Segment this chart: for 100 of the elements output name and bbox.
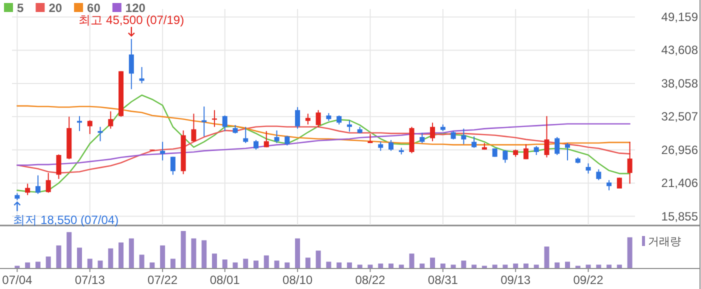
bar xyxy=(118,242,124,268)
candlestick xyxy=(139,66,144,84)
candlestick xyxy=(472,136,477,148)
candlestick xyxy=(35,174,40,194)
bar xyxy=(191,238,196,268)
bar xyxy=(66,232,72,268)
candlestick xyxy=(409,126,414,154)
candlestick xyxy=(430,122,436,142)
bar xyxy=(180,231,186,268)
candlestick xyxy=(56,154,62,180)
bar xyxy=(202,240,207,268)
bar xyxy=(472,264,477,268)
candlestick xyxy=(554,136,560,156)
bar xyxy=(513,264,518,268)
bar xyxy=(461,260,466,268)
bar xyxy=(305,258,310,268)
bar xyxy=(222,259,228,268)
bar xyxy=(139,254,144,268)
candlestick xyxy=(108,110,114,130)
x-tick-label: 07/04 xyxy=(2,273,33,287)
bar xyxy=(502,264,508,268)
candlestick xyxy=(284,135,290,146)
candlestick xyxy=(606,180,612,191)
candlestick xyxy=(596,168,602,181)
candlestick xyxy=(420,132,425,144)
candlestick xyxy=(316,110,321,128)
x-tick-label: 08/22 xyxy=(355,273,386,287)
legend-label: 60 xyxy=(87,1,101,15)
x-tick-label: 08/10 xyxy=(282,273,313,287)
y-tick-label: 21,406 xyxy=(661,176,698,190)
candlestick xyxy=(295,106,300,130)
bar xyxy=(243,258,248,268)
y-tick-label: 32,507 xyxy=(661,110,698,124)
candlestick xyxy=(160,141,166,161)
bar xyxy=(35,262,40,268)
bar xyxy=(586,264,591,268)
legend-label: 120 xyxy=(125,1,146,15)
bar xyxy=(450,264,456,268)
bar xyxy=(25,262,30,268)
bar xyxy=(430,258,436,268)
bar xyxy=(565,262,570,268)
bar xyxy=(98,260,103,268)
candlestick xyxy=(544,116,550,158)
bar xyxy=(264,255,269,268)
candlestick xyxy=(222,115,228,132)
bar xyxy=(606,264,612,268)
candlestick xyxy=(264,130,269,148)
legend-label: 20 xyxy=(48,1,62,15)
candlestick xyxy=(87,120,92,135)
bar xyxy=(616,264,622,268)
bar xyxy=(544,246,550,268)
candlestick xyxy=(98,126,103,142)
bar xyxy=(284,262,290,268)
candlestick xyxy=(502,150,508,164)
bar xyxy=(378,264,384,268)
bar xyxy=(128,238,134,268)
bar xyxy=(295,238,300,268)
candlestick xyxy=(243,126,248,144)
bar xyxy=(150,262,155,268)
candlestick xyxy=(388,140,394,152)
bar xyxy=(346,262,352,268)
candlestick xyxy=(565,142,570,161)
candlestick xyxy=(586,162,591,174)
candlestick xyxy=(25,183,30,196)
candlestick xyxy=(627,141,632,184)
candlestick xyxy=(254,140,259,150)
bar xyxy=(46,256,51,268)
y-tick-label: 43,608 xyxy=(661,43,698,58)
bar xyxy=(108,248,114,268)
bar xyxy=(232,262,238,268)
bar xyxy=(523,264,528,268)
legend-label: 거래량 xyxy=(648,236,681,248)
bar xyxy=(357,264,362,268)
bar xyxy=(492,264,498,268)
y-tick-label: 38,058 xyxy=(661,76,698,90)
bar xyxy=(326,262,332,268)
bar xyxy=(440,264,446,268)
candlestick xyxy=(305,113,310,125)
candlestick xyxy=(346,120,352,132)
candlestick xyxy=(46,172,51,194)
candlestick xyxy=(523,144,528,160)
x-tick-label: 09/22 xyxy=(573,273,604,287)
bar xyxy=(87,258,92,268)
candlestick xyxy=(191,113,196,142)
x-tick-label: 09/13 xyxy=(500,273,531,287)
bar xyxy=(534,264,539,268)
bar xyxy=(56,245,62,268)
x-tick-label: 08/01 xyxy=(210,273,240,287)
bar xyxy=(596,264,602,268)
bar xyxy=(409,254,414,268)
bar xyxy=(336,262,342,268)
candlestick xyxy=(461,128,466,145)
bar xyxy=(170,258,176,268)
y-tick-label: 15,855 xyxy=(661,209,698,224)
bar xyxy=(388,264,394,268)
bar xyxy=(254,260,259,268)
bar xyxy=(160,245,166,268)
candlestick xyxy=(170,156,176,176)
bar xyxy=(316,250,321,268)
bar xyxy=(212,254,217,268)
